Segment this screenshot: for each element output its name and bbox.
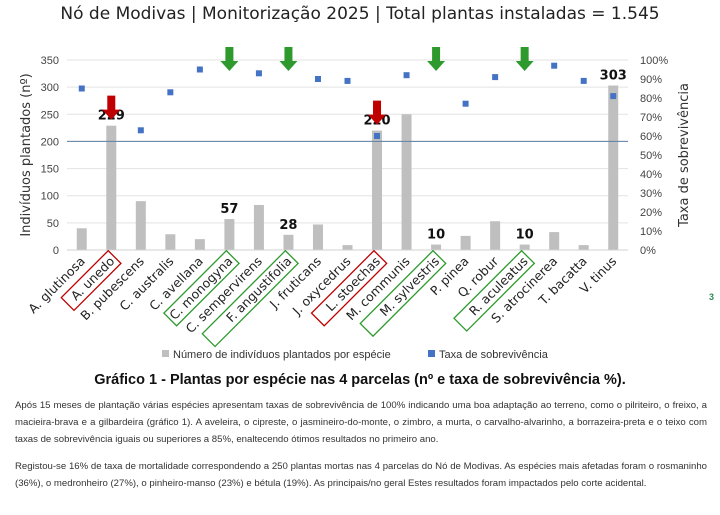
y-tick-label: 150 [41, 164, 59, 176]
bar [372, 130, 383, 250]
bar [224, 219, 235, 250]
bar [76, 228, 87, 250]
survival-point [374, 133, 381, 139]
y2-tick-label: 60% [640, 131, 662, 143]
bar [253, 204, 264, 250]
down-arrow-icon [368, 100, 387, 125]
y2-tick-label: 10% [640, 226, 662, 238]
y2-tick-label: 90% [640, 74, 662, 86]
survival-point [196, 66, 203, 73]
bar [342, 245, 353, 250]
survival-point [610, 93, 617, 100]
down-arrow-icon [102, 95, 121, 120]
survival-point [344, 77, 351, 84]
survival-point [403, 72, 410, 79]
survival-point [492, 74, 499, 81]
data-label: 10 [427, 228, 445, 243]
bar [549, 232, 560, 250]
y-tick-label: 0 [53, 245, 59, 257]
y2-tick-label: 100% [640, 55, 668, 67]
bar [460, 235, 471, 250]
survival-point [551, 62, 558, 69]
highlight-box [453, 249, 536, 332]
chart-title: Nó de Modivas | Monitorização 2025 | Tot… [60, 4, 660, 24]
y-tick-label: 200 [41, 136, 59, 148]
survival-point [78, 85, 85, 92]
bar [194, 239, 205, 250]
legend-swatch-bars [162, 350, 169, 357]
y2-tick-label: 40% [640, 169, 662, 181]
down-arrow-icon [279, 47, 298, 71]
bar [519, 244, 530, 250]
survival-point [167, 89, 174, 96]
bar [165, 234, 176, 250]
bar [106, 125, 117, 250]
legend-swatch-points [428, 350, 435, 357]
highlight-box [201, 249, 300, 348]
down-arrow-icon [515, 47, 534, 71]
highlight-box [359, 249, 447, 338]
paragraph: Registou-se 16% de taxa de mortalidade c… [15, 461, 707, 489]
y2-tick-label: 70% [640, 112, 662, 124]
bar [608, 85, 619, 250]
survival-point [462, 100, 469, 107]
bar [490, 221, 501, 250]
legend-label: Número de indivíduos plantados por espéc… [173, 349, 391, 361]
survival-point [314, 76, 321, 82]
bar [578, 245, 589, 250]
paragraph: Após 15 meses de plantação várias espéci… [15, 400, 707, 445]
y-tick-label: 350 [41, 55, 59, 67]
highlight-box [310, 249, 388, 327]
bar [135, 201, 146, 250]
legend-label: Taxa de sobrevivência [439, 349, 549, 361]
data-label: 303 [600, 69, 627, 84]
y2-tick-label: 80% [640, 93, 662, 105]
bar [283, 234, 294, 250]
y2-tick-label: 30% [640, 188, 662, 200]
survival-point [580, 77, 587, 84]
survival-point [255, 70, 262, 77]
y2-tick-label: 50% [640, 150, 662, 162]
y-tick-label: 300 [41, 82, 59, 94]
down-arrow-icon [220, 47, 239, 71]
bar [312, 224, 323, 250]
highlight-box [60, 249, 122, 312]
y2-tick-label: 20% [640, 207, 662, 219]
figure-caption: Gráfico 1 - Plantas por espécie nas 4 pa… [94, 372, 626, 388]
y-tick-label: 100 [41, 191, 59, 203]
data-label: 57 [220, 202, 238, 217]
chart: 0 50 100 150 200 250 300 350 0% 10% 20% 30% 40% 50% 60… [19, 47, 692, 361]
y-tick-label: 250 [41, 109, 59, 121]
highlight-box [162, 249, 240, 327]
y-tick-label: 50 [47, 218, 59, 230]
data-label: 28 [279, 218, 297, 233]
y-axis-label: Indivíduos plantados (nº) [19, 73, 34, 236]
y2-tick-label: 0% [640, 245, 656, 257]
survival-point [137, 127, 144, 134]
bar [401, 114, 412, 251]
y2-axis-label: Taxa de sobrevivência [677, 83, 692, 228]
down-arrow-icon [427, 47, 446, 71]
bar [431, 244, 442, 250]
data-label: 10 [516, 228, 534, 243]
page-number: 3 [709, 292, 715, 302]
